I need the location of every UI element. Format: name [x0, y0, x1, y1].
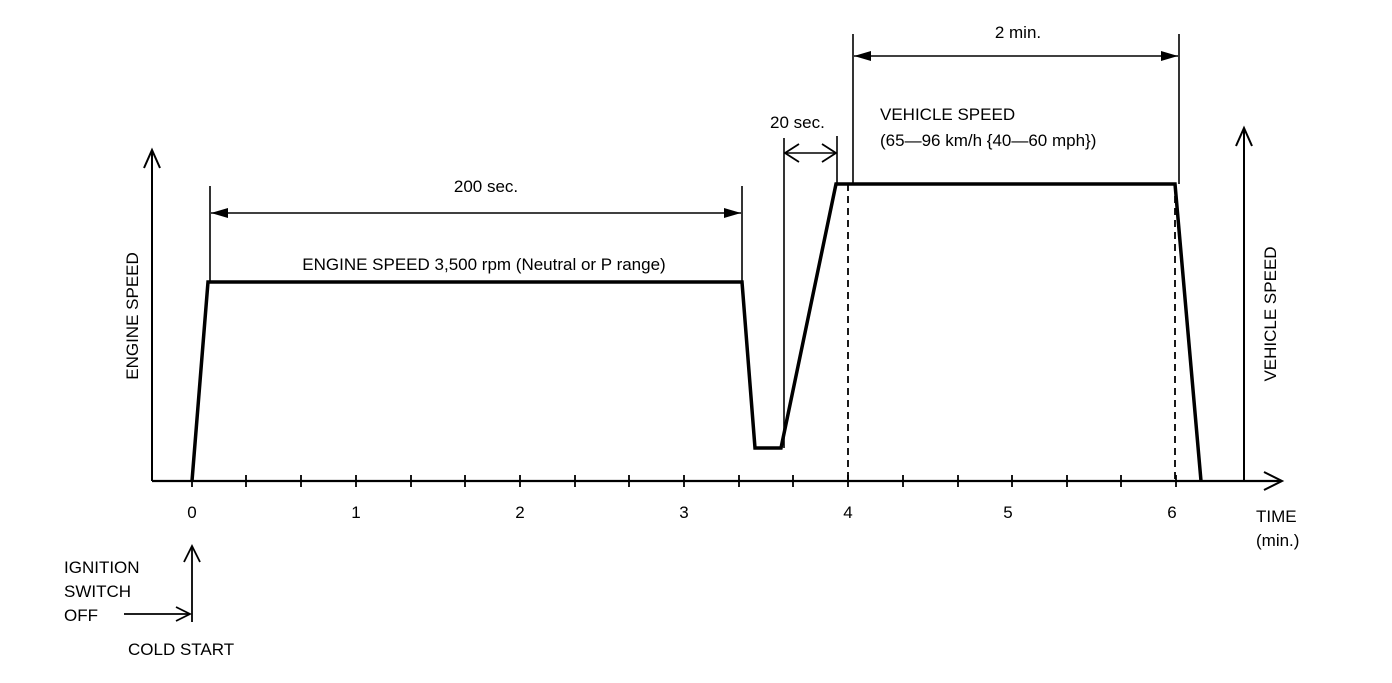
time-axis-arrowhead [1263, 471, 1285, 491]
vehicle-speed-axis-arrowhead [1235, 125, 1253, 147]
cold-start-marker-arrowhead [183, 543, 201, 563]
vehicle-speed-note-title: VEHICLE SPEED [880, 105, 1015, 124]
engine-speed-axis-title: ENGINE SPEED [123, 252, 142, 380]
ignition-pointer-arrowhead [175, 606, 193, 622]
dim-200-left-arrow [211, 208, 228, 218]
engine-speed-note: ENGINE SPEED 3,500 rpm (Neutral or P ran… [302, 255, 665, 274]
dim-20-label: 20 sec. [770, 113, 825, 132]
dim-2min-right-arrow [1161, 51, 1178, 61]
time-axis-unit: (min.) [1256, 531, 1299, 550]
tick-label-3: 3 [679, 503, 688, 522]
tick-label-1: 1 [351, 503, 360, 522]
time-axis-label: TIME [1256, 507, 1297, 526]
dim-200-right-arrow [724, 208, 741, 218]
tick-label-6: 6 [1167, 503, 1176, 522]
ignition-label-line2: SWITCH [64, 582, 131, 601]
dim-2min-label: 2 min. [995, 23, 1041, 42]
tick-label-4: 4 [843, 503, 852, 522]
vehicle-speed-note-range: (65—96 km/h {40—60 mph}) [880, 131, 1096, 150]
tick-label-2: 2 [515, 503, 524, 522]
dim-200-label: 200 sec. [454, 177, 518, 196]
engine-speed-axis-arrowhead [143, 147, 161, 169]
ignition-label-line3: OFF [64, 606, 98, 625]
vehicle-speed-axis-title: VEHICLE SPEED [1261, 246, 1280, 381]
cold-start-label: COLD START [128, 640, 234, 659]
ignition-label-line1: IGNITION [64, 558, 140, 577]
dim-20-left-arrow [783, 143, 800, 163]
tick-label-0: 0 [187, 503, 196, 522]
tick-label-5: 5 [1003, 503, 1012, 522]
dim-20-right-arrow [821, 143, 838, 163]
dim-2min-left-arrow [854, 51, 871, 61]
speed-profile-trace [190, 182, 1203, 482]
time-axis-ticks [191, 475, 1177, 487]
